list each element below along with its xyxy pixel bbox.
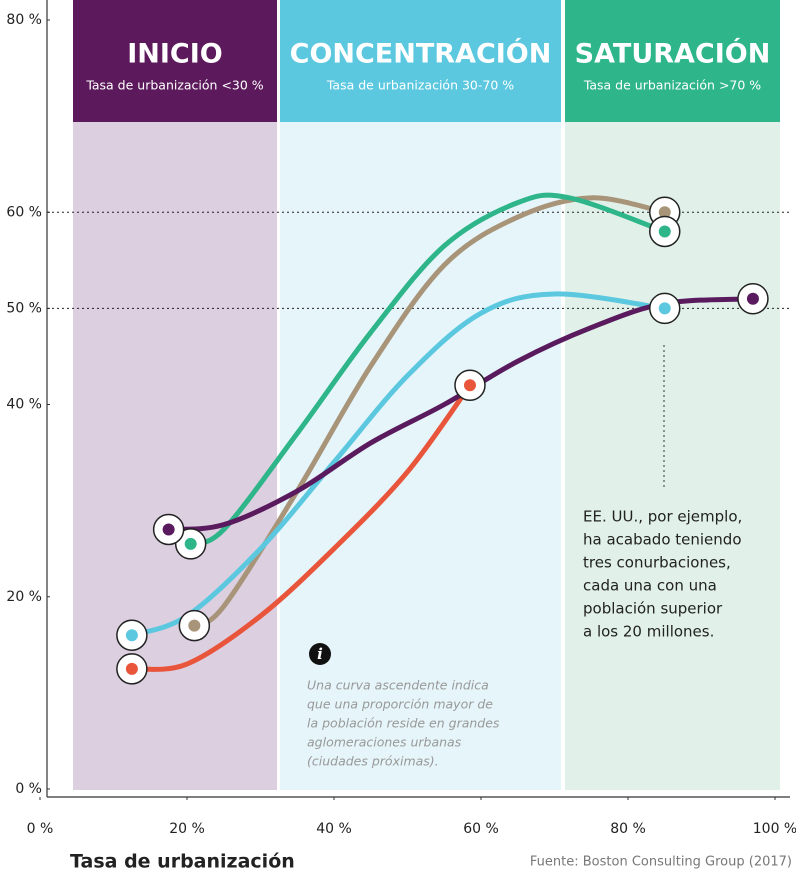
note-line: aglomeraciones urbanas	[307, 735, 462, 750]
x-tick-label: 0 %	[27, 821, 54, 837]
flag-emblem	[188, 619, 201, 632]
note-line: que una proporción mayor de	[307, 697, 493, 712]
note-line: Una curva ascendente indica	[307, 678, 489, 693]
band-header	[73, 0, 277, 122]
note-line: la población reside en grandes	[307, 716, 500, 731]
flag-emblem	[658, 206, 671, 219]
annotation-line: a los 20 millones.	[583, 623, 714, 641]
band-header	[280, 0, 561, 122]
x-tick-label: 20 %	[169, 821, 205, 837]
note-line: (ciudades próximas).	[307, 754, 439, 769]
series-line	[188, 192, 668, 547]
x-tick-label: 60 %	[463, 821, 499, 837]
x-tick-label: 80 %	[610, 821, 646, 837]
y-tick-label: 20 %	[6, 589, 42, 605]
y-tick-label: 80 %	[6, 12, 42, 28]
series-line	[129, 382, 473, 672]
band-title: INICIO	[127, 39, 223, 70]
band-title: SATURACIÓN	[575, 38, 771, 70]
flag-emblem	[658, 302, 671, 315]
band-title: CONCENTRACIÓN	[290, 38, 552, 70]
x-axis-title: Tasa de urbanización	[70, 851, 295, 873]
annotation-line: cada una con una	[583, 577, 717, 595]
annotation-line: EE. UU., por ejemplo,	[583, 508, 742, 526]
annotation-line: población superior	[583, 600, 723, 618]
flag-emblem	[184, 537, 197, 550]
x-tick-label: 40 %	[316, 821, 352, 837]
annotation-line: ha acabado teniendo	[583, 531, 742, 549]
series-line	[166, 296, 756, 532]
annotation-line: tres conurbaciones,	[583, 554, 731, 572]
lines	[116, 192, 769, 685]
band-subtitle: Tasa de urbanización >70 %	[583, 78, 761, 93]
flag-emblem	[746, 292, 759, 305]
y-tick-label: 0 %	[15, 781, 42, 797]
flag-emblem	[125, 629, 138, 642]
band-subtitle: Tasa de urbanización 30-70 %	[326, 78, 514, 93]
flag-emblem	[125, 662, 138, 675]
flag-emblem	[658, 225, 671, 238]
flag-emblem	[463, 379, 476, 392]
bands: INICIO Tasa de urbanización <30 % CONCENTR…	[73, 0, 780, 790]
source: Fuente: Boston Consulting Group (2017)	[530, 855, 792, 870]
band-subtitle: Tasa de urbanización <30 %	[85, 78, 263, 93]
x-tick-label: 100 %	[753, 821, 796, 837]
band-body	[73, 122, 277, 790]
flag-emblem	[162, 523, 175, 536]
series-line	[129, 291, 668, 638]
y-tick-label: 40 %	[6, 397, 42, 413]
y-tick-label: 60 %	[6, 204, 42, 220]
info-glyph: i	[317, 645, 323, 663]
y-tick-label: 50 %	[6, 300, 42, 316]
info-icon	[309, 643, 331, 665]
band-header	[565, 0, 780, 122]
